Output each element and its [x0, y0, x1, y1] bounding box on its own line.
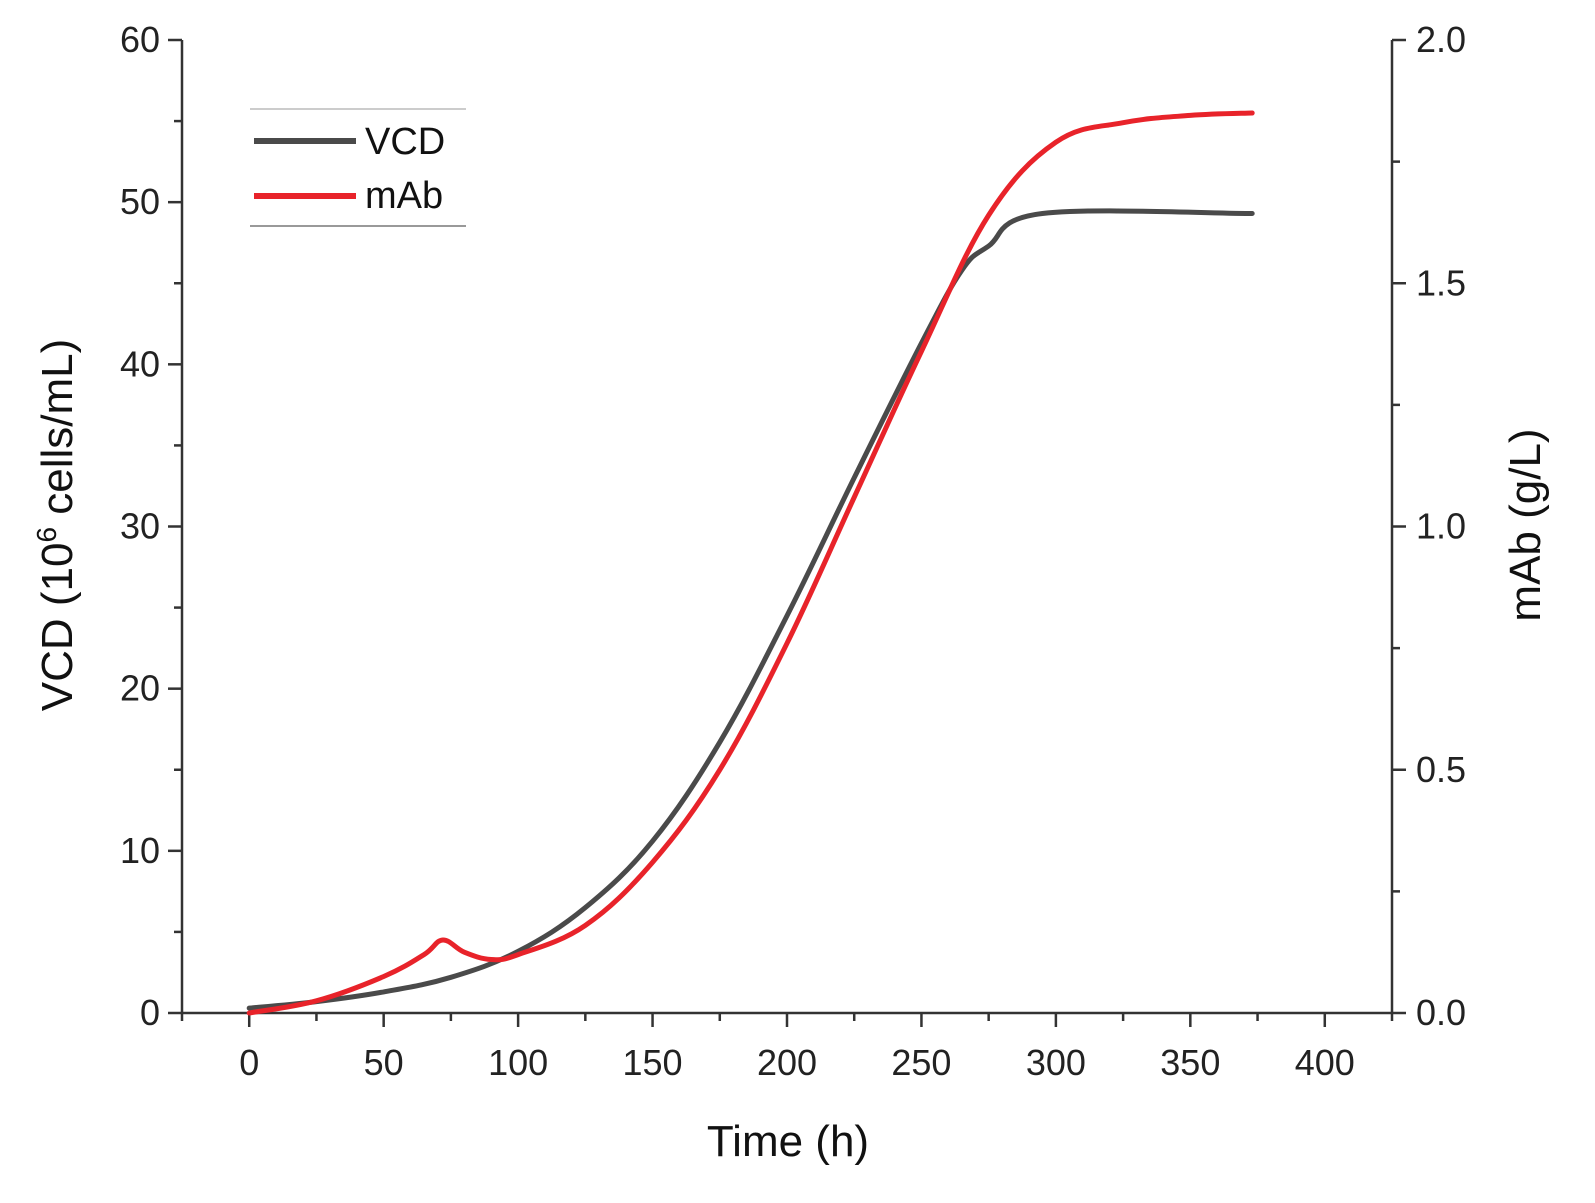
x-tick-label: 400 — [1295, 1042, 1355, 1083]
series-line-vcd — [246, 208, 1255, 1011]
y-right-tick-label: 0.0 — [1416, 992, 1466, 1033]
legend-label-mab: mAb — [365, 175, 443, 217]
y-left-title-rest: cells/mL) — [33, 339, 82, 527]
x-tick-label: 250 — [891, 1042, 951, 1083]
x-tick-label: 50 — [364, 1042, 404, 1083]
x-tick-label: 150 — [623, 1042, 683, 1083]
series-lines — [246, 110, 1255, 1016]
y-left-tick-label: 40 — [120, 343, 160, 384]
y-right-tick-label: 1.0 — [1416, 506, 1466, 547]
y-right-tick-label: 2.0 — [1416, 19, 1466, 60]
x-tick-label: 100 — [488, 1042, 548, 1083]
legend-label-vcd: VCD — [365, 121, 445, 163]
y-axis-right-title: mAb (g/L) — [1501, 428, 1550, 621]
y-left-tick-label: 10 — [120, 830, 160, 871]
y-left-tick-label: 50 — [120, 181, 160, 222]
x-axis-title: Time (h) — [707, 1117, 869, 1166]
y-left-tick-label: 60 — [120, 19, 160, 60]
x-tick-label: 200 — [757, 1042, 817, 1083]
y-right-tick-label: 1.5 — [1416, 262, 1466, 303]
y-left-tick-label: 20 — [120, 668, 160, 709]
y-left-tick-label: 30 — [120, 506, 160, 547]
y-left-title-sup: 6 — [31, 527, 62, 543]
series-line-mab — [246, 110, 1255, 1016]
y-left-title-base: VCD (10 — [33, 543, 82, 712]
axes: 0 50 100 150 200 250 300 350 400 0 10 20 30 40 50 60 0.0… — [120, 19, 1466, 1083]
y-right-tick-label: 0.5 — [1416, 749, 1466, 790]
y-axis-left-title: VCD (106 cells/mL) — [31, 339, 82, 712]
y-left-tick-label: 0 — [140, 992, 160, 1033]
x-tick-label: 300 — [1026, 1042, 1086, 1083]
legend: VCD mAb — [250, 108, 466, 227]
x-tick-label: 350 — [1160, 1042, 1220, 1083]
x-tick-label: 0 — [239, 1042, 259, 1083]
